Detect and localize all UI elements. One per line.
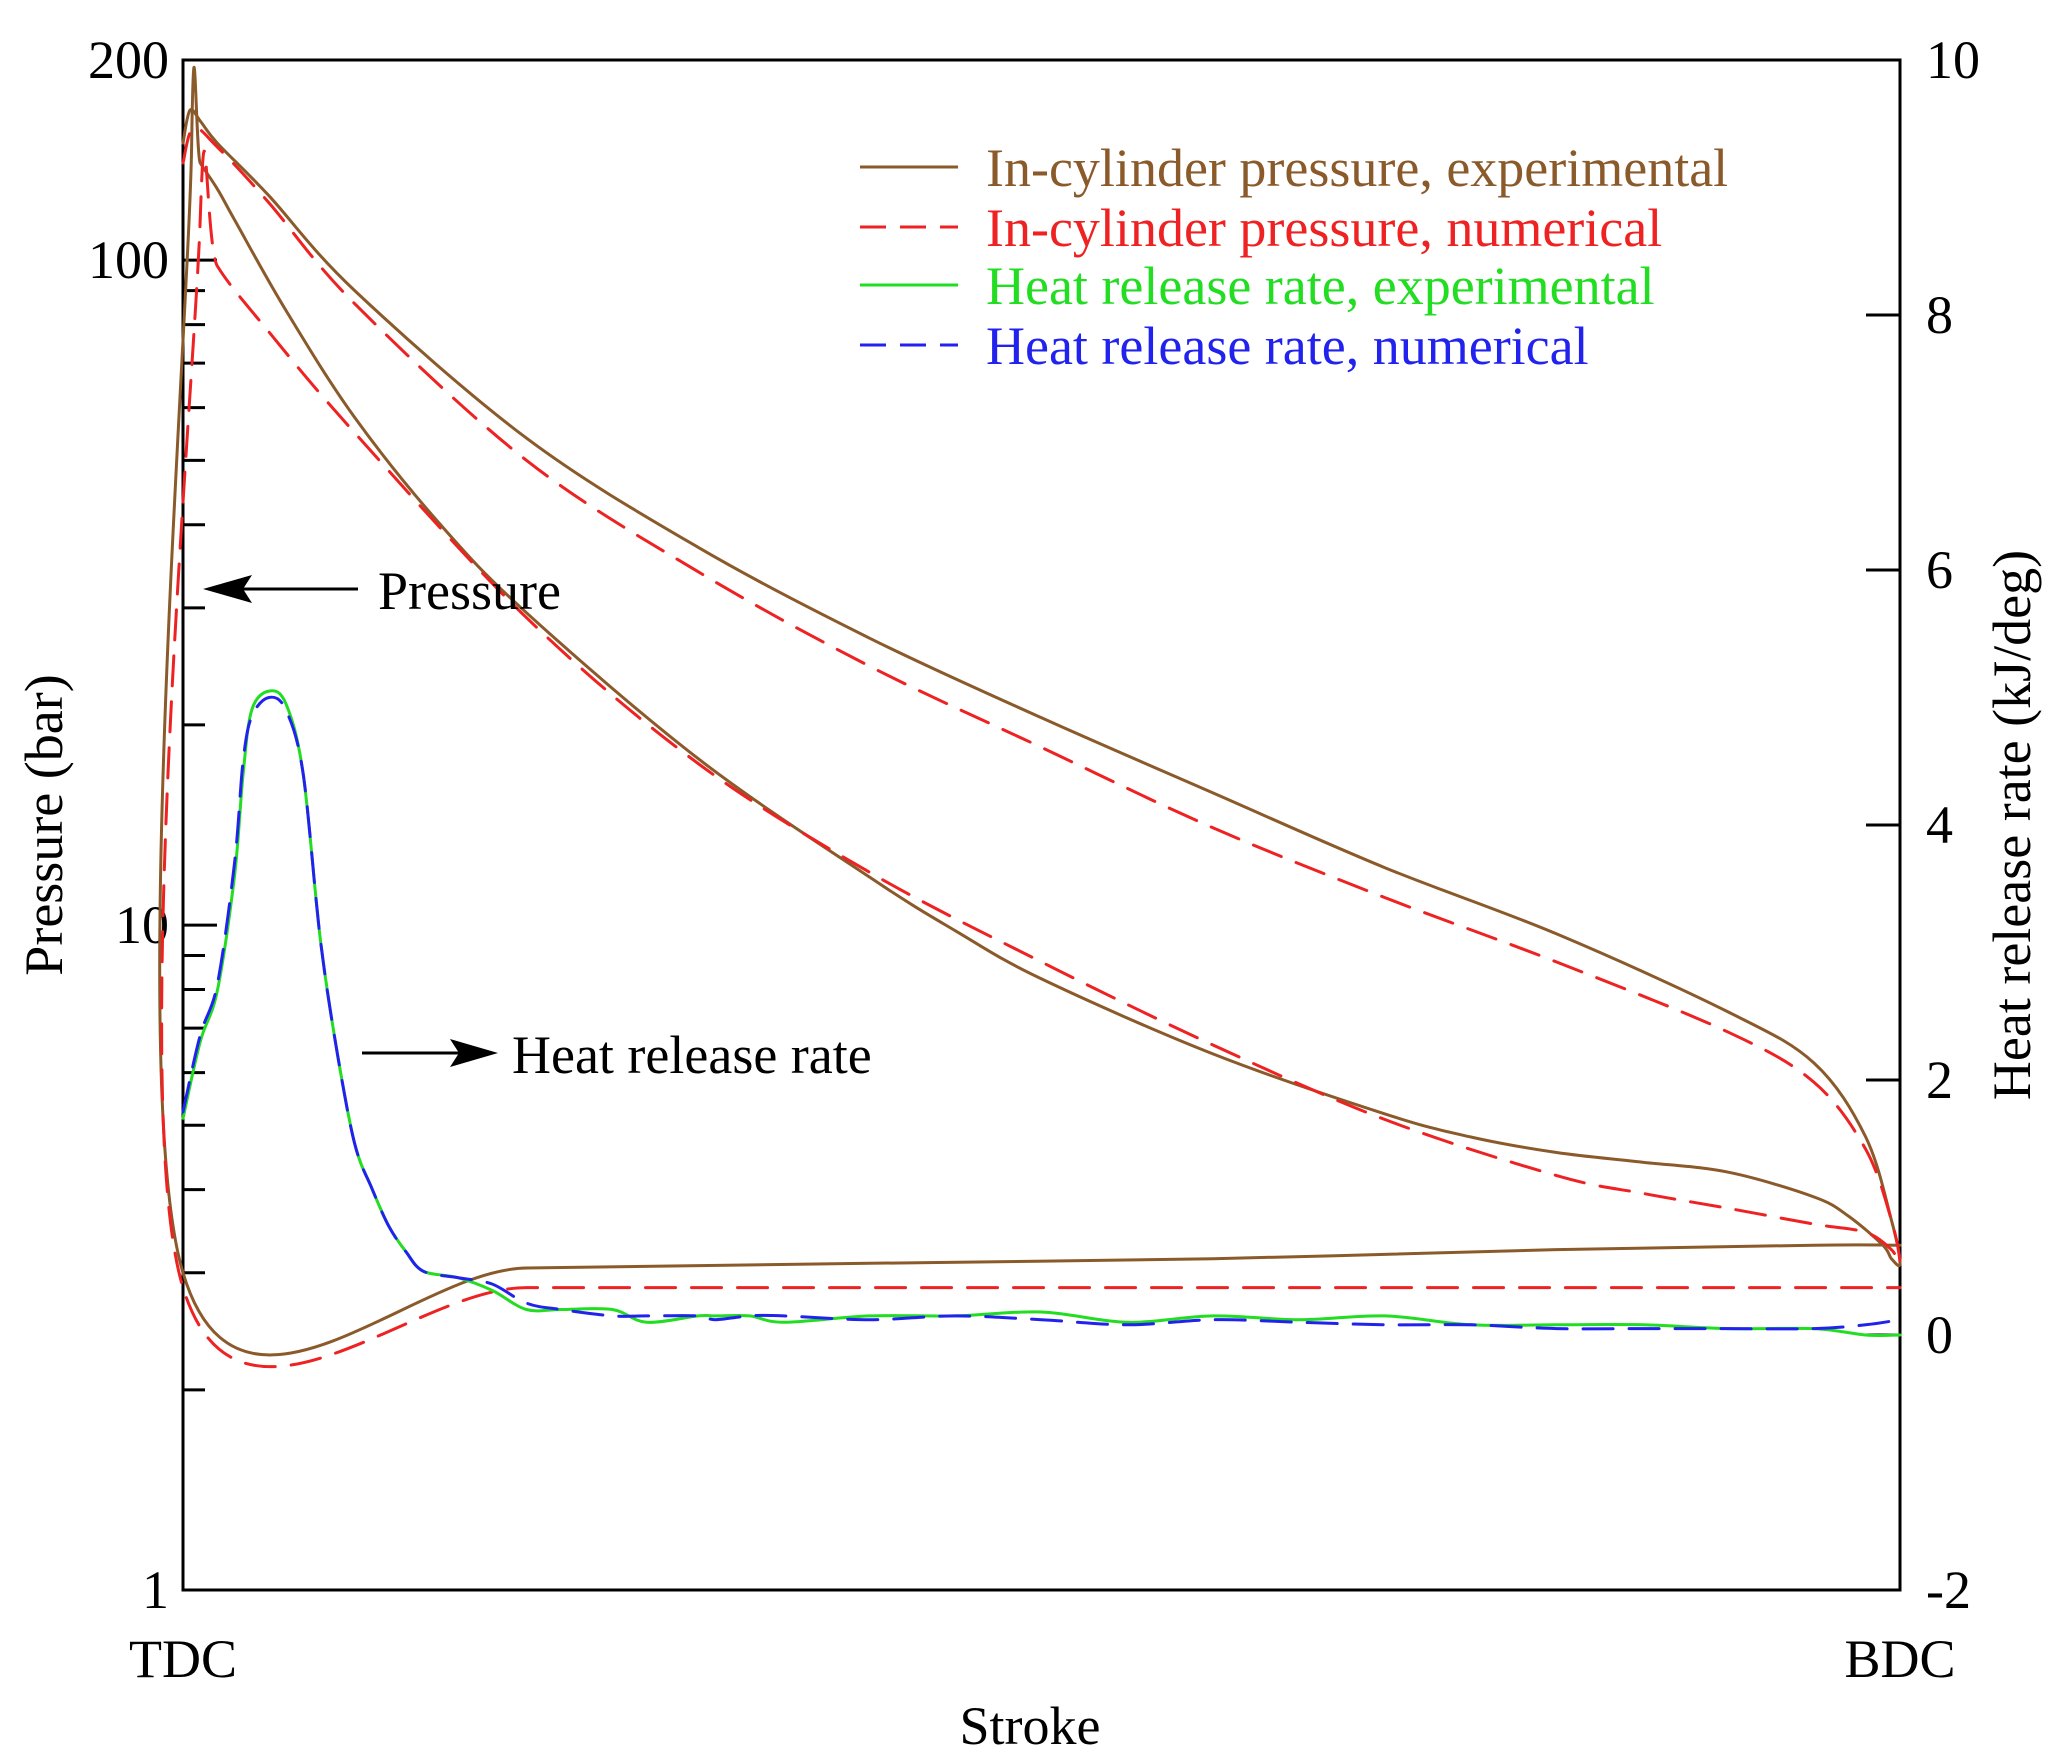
series-heat-release-rate-experimental <box>181 689 1902 1337</box>
y-left-tick-label: 100 <box>88 230 169 290</box>
series-heat-release-rate-numerical <box>181 695 1902 1331</box>
legend-label-hrr-exp: Heat release rate, experimental <box>986 256 1655 316</box>
y-right-tick-label: 4 <box>1926 795 1953 855</box>
y-left-axis-title: Pressure (bar) <box>14 674 74 975</box>
legend: In-cylinder pressure, experimental In-cy… <box>860 138 1728 376</box>
y-right-tick-label: 10 <box>1926 30 1980 90</box>
y-right-tick-label: 0 <box>1926 1305 1953 1365</box>
y-right-tick-label: 2 <box>1926 1050 1953 1110</box>
y-left-tick-label: 200 <box>88 30 169 90</box>
legend-label-pressure-exp: In-cylinder pressure, experimental <box>986 138 1728 198</box>
right-axis: -2 0 2 4 6 8 10 <box>1866 30 1980 1620</box>
legend-label-hrr-num: Heat release rate, numerical <box>986 316 1589 376</box>
pressure-annotation: Pressure <box>203 561 561 621</box>
pressure-annotation-label: Pressure <box>378 561 561 621</box>
y-right-axis-title: Heat release rate (kJ/deg) <box>1982 550 2042 1100</box>
series-layer <box>158 66 1902 1369</box>
x-axis-title: Stroke <box>960 1696 1101 1756</box>
y-left-tick-label: 1 <box>142 1560 169 1620</box>
pressure-arrow-head <box>203 575 252 603</box>
series-in-cylinder-pressure-experimental <box>158 66 1902 1357</box>
y-right-tick-label: -2 <box>1926 1560 1971 1620</box>
x-tick-label-tdc: TDC <box>129 1629 237 1689</box>
heat-release-annotation-label: Heat release rate <box>512 1025 872 1085</box>
x-tick-label-bdc: BDC <box>1844 1629 1955 1689</box>
plot-area <box>181 58 1902 1592</box>
y-right-tick-label: 8 <box>1926 285 1953 345</box>
y-right-tick-label: 6 <box>1926 540 1953 600</box>
series-in-cylinder-pressure-numerical <box>160 126 1902 1369</box>
heat-release-arrow-head <box>450 1039 498 1067</box>
legend-label-pressure-num: In-cylinder pressure, numerical <box>986 198 1662 258</box>
heat-release-annotation: Heat release rate <box>362 1025 872 1085</box>
